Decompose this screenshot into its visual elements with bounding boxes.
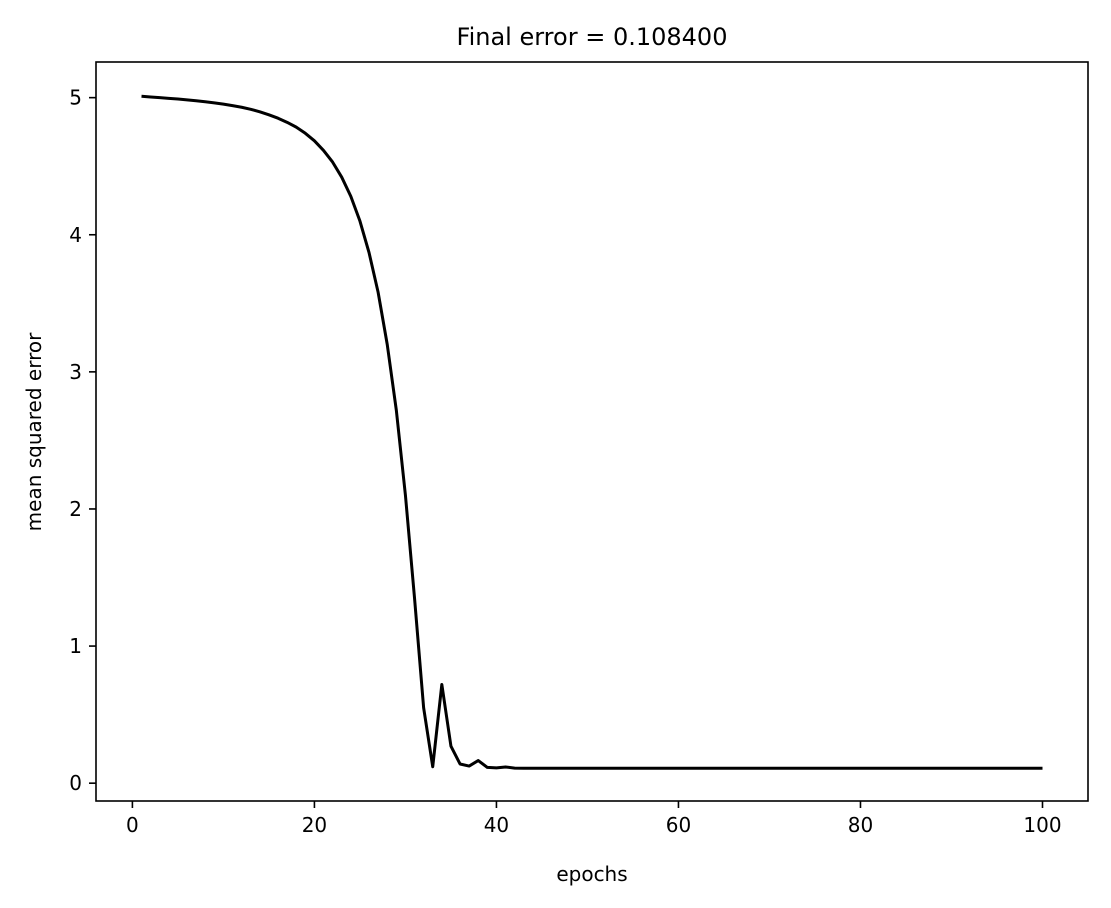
series-line-1 (141, 94, 1043, 770)
y-tick-label: 5 (69, 86, 82, 110)
x-axis: 0 20 40 60 80 100 (126, 801, 1062, 837)
plot-frame (95, 61, 1089, 802)
x-tick-label: 60 (666, 813, 691, 837)
y-tick-label: 1 (69, 634, 82, 658)
x-axis-label: epochs (556, 862, 627, 886)
x-tick-label: 40 (484, 813, 509, 837)
x-tick-label: 100 (1023, 813, 1061, 837)
x-tick-label: 80 (848, 813, 873, 837)
x-tick-label: 0 (126, 813, 139, 837)
chart-title: Final error = 0.108400 (457, 23, 728, 51)
y-tick-label: 0 (69, 771, 82, 795)
x-tick-label: 20 (302, 813, 327, 837)
y-axis: 0 1 2 3 4 5 (69, 86, 96, 795)
y-tick-label: 2 (69, 497, 82, 521)
y-axis-label: mean squared error (22, 332, 46, 531)
y-tick-label: 3 (69, 360, 82, 384)
y-tick-label: 4 (69, 223, 82, 247)
plot-area (141, 94, 1043, 770)
